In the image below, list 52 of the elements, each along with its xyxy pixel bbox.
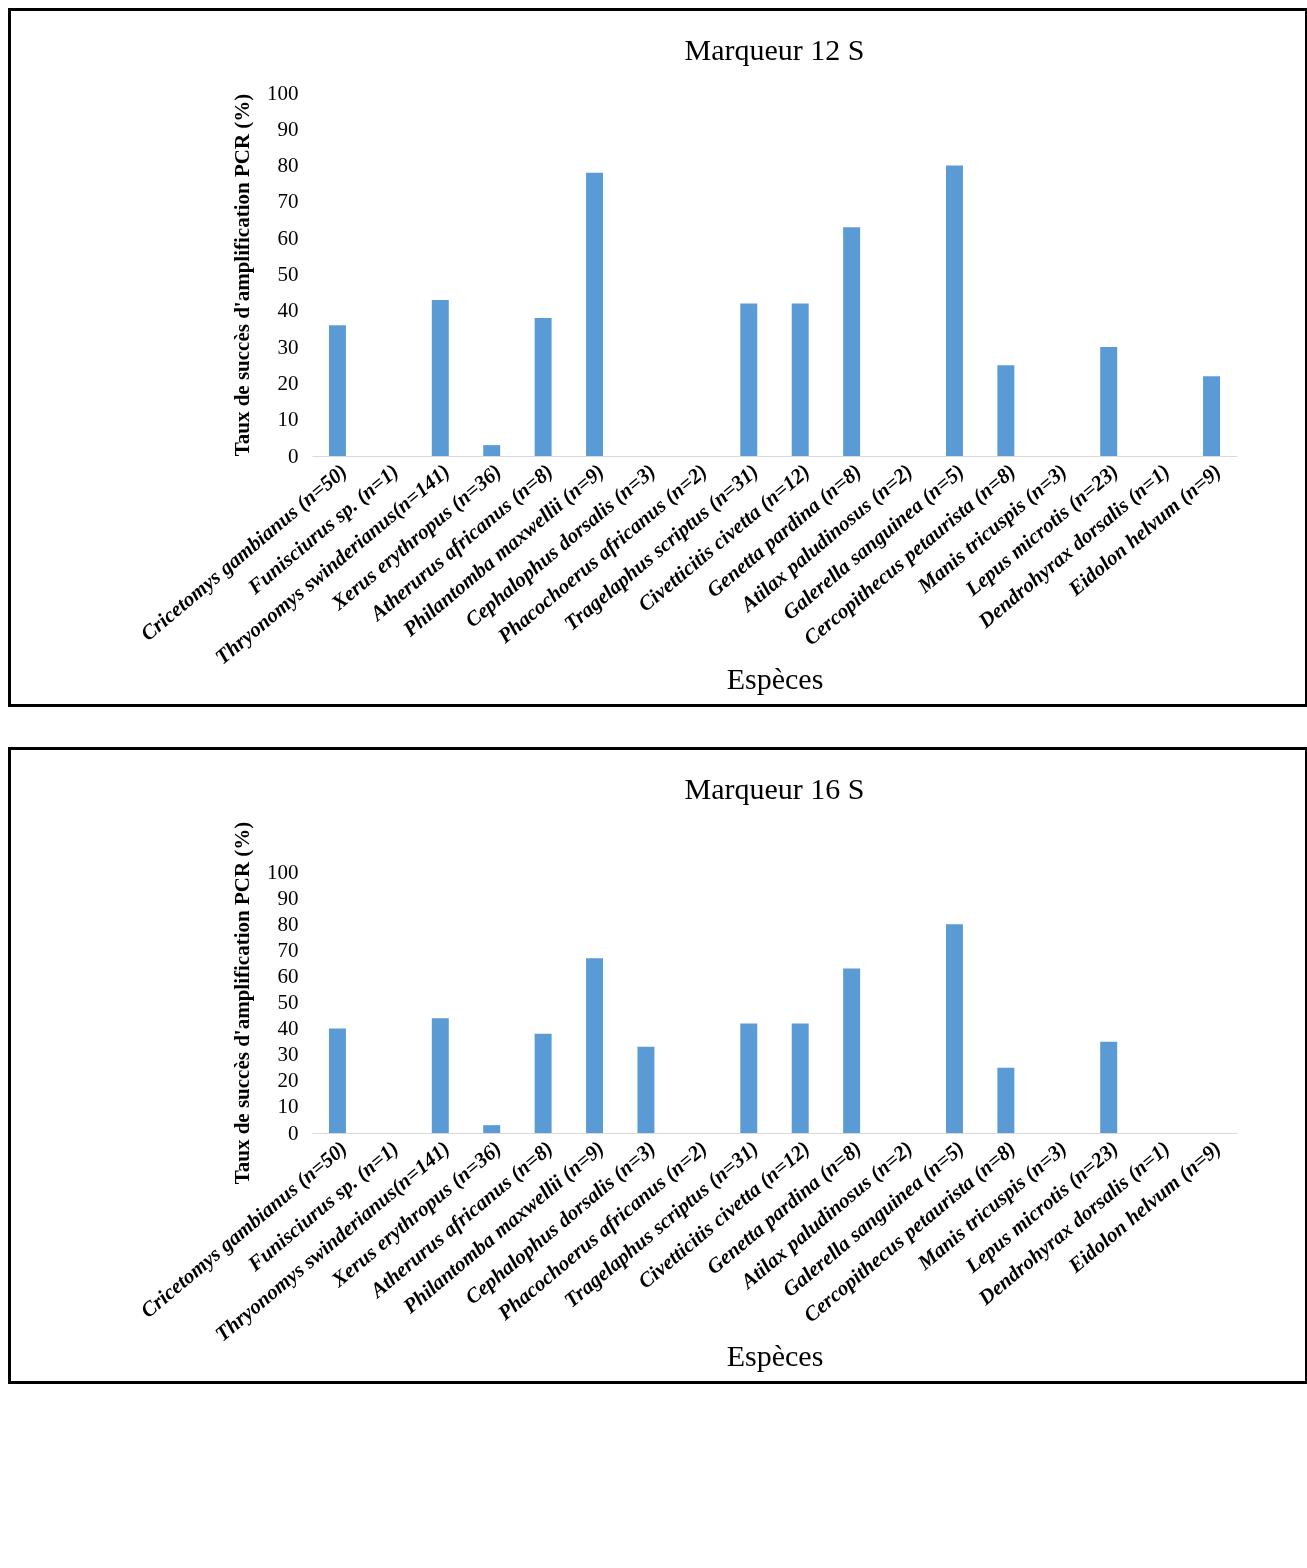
bar — [1203, 376, 1221, 456]
y-tick-label: 90 — [277, 885, 299, 910]
bar — [843, 968, 861, 1133]
y-tick-label: 10 — [277, 407, 299, 432]
y-tick-label: 70 — [277, 189, 299, 214]
bar — [431, 299, 449, 456]
y-tick-label: 10 — [277, 1094, 299, 1119]
bar — [945, 165, 963, 456]
bar — [637, 1046, 655, 1133]
bar — [791, 303, 809, 456]
y-tick-label: 100 — [267, 80, 299, 105]
y-tick-label: 90 — [277, 116, 299, 141]
y-tick-label: 20 — [277, 370, 299, 395]
y-tick-label: 40 — [277, 1016, 299, 1041]
bar — [945, 924, 963, 1133]
bar — [586, 958, 604, 1133]
bar — [740, 1023, 758, 1133]
bar — [1100, 347, 1118, 456]
y-tick-label: 30 — [277, 334, 299, 359]
bar — [740, 303, 758, 456]
x-axis-title: Espèces — [726, 661, 824, 695]
y-tick-label: 0 — [288, 1120, 299, 1145]
bar — [997, 1067, 1015, 1133]
bar — [328, 325, 346, 456]
y-axis-title: Taux de succès d'amplification PCR (%) — [230, 93, 254, 457]
bar — [791, 1023, 809, 1133]
y-tick-label: 80 — [277, 911, 299, 936]
bar — [431, 1018, 449, 1133]
y-tick-label: 20 — [277, 1068, 299, 1093]
y-axis-title: Taux de succès d'amplification PCR (%) — [230, 821, 254, 1185]
y-tick-label: 30 — [277, 1042, 299, 1067]
y-tick-label: 60 — [277, 225, 299, 250]
y-tick-label: 100 — [267, 859, 299, 884]
bar — [483, 445, 501, 456]
y-tick-label: 0 — [288, 443, 299, 468]
y-tick-label: 50 — [277, 990, 299, 1014]
bar — [483, 1125, 501, 1133]
bar — [534, 318, 552, 456]
y-tick-label: 70 — [277, 937, 299, 962]
chart-title: Marqueur 12 S — [684, 33, 865, 66]
chart-title: Marqueur 16 S — [684, 772, 865, 806]
y-tick-label: 80 — [277, 153, 299, 178]
bar — [328, 1028, 346, 1133]
y-tick-label: 50 — [277, 262, 299, 286]
bar — [1100, 1041, 1118, 1133]
bar — [534, 1033, 552, 1133]
x-axis-title: Espèces — [726, 1338, 824, 1372]
bar — [843, 227, 861, 456]
y-tick-label: 60 — [277, 963, 299, 988]
bar — [997, 365, 1015, 456]
y-tick-label: 40 — [277, 298, 299, 323]
bar — [586, 172, 604, 456]
